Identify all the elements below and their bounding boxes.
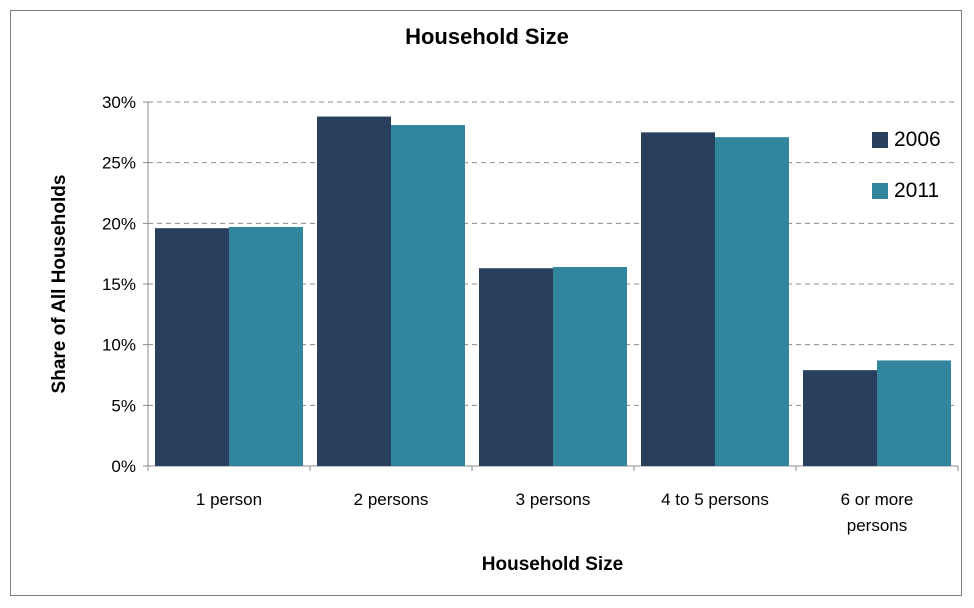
y-tick-label: 20% — [102, 214, 136, 233]
chart-title: Household Size — [405, 24, 569, 49]
legend-item-2011: 2011 — [872, 177, 941, 205]
bar-2011 — [715, 137, 789, 467]
x-tick-label: 4 to 5 persons — [661, 490, 769, 509]
x-tick-label: 2 persons — [354, 490, 429, 509]
x-axis-label: Household Size — [481, 554, 624, 575]
x-tick-label: 3 persons — [516, 490, 591, 509]
bar-2006 — [317, 116, 391, 466]
y-tick-label: 10% — [102, 336, 136, 355]
legend-swatch — [872, 132, 888, 148]
legend-label: 2011 — [894, 179, 940, 202]
y-tick-label: 25% — [102, 154, 136, 173]
legend-label: 2006 — [894, 128, 941, 151]
bar-2011 — [391, 125, 465, 466]
bar-2006 — [155, 228, 229, 466]
legend-swatch — [872, 183, 888, 199]
bar-2011 — [553, 267, 627, 466]
legend-item-2006: 2006 — [872, 126, 941, 154]
x-tick-label: 1 person — [196, 490, 262, 509]
x-tick-label: 6 or more persons — [841, 490, 914, 535]
bar-2006 — [641, 132, 715, 467]
y-tick-label: 5% — [111, 396, 136, 415]
bar-2006 — [803, 370, 877, 466]
y-tick-label: 30% — [102, 93, 136, 112]
y-tick-label: 0% — [111, 457, 136, 476]
bar-2011 — [229, 226, 303, 466]
chart-legend: 2006 2011 — [872, 126, 941, 228]
bar-2011 — [877, 360, 951, 466]
y-tick-label: 15% — [102, 275, 136, 294]
bar-2006 — [479, 268, 553, 466]
